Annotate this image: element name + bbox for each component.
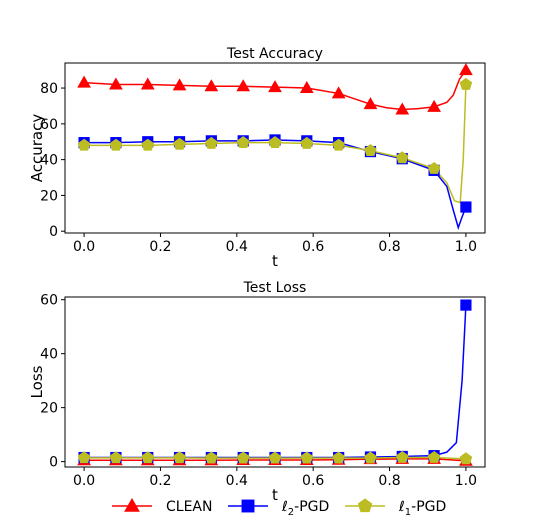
data-point-l1-pgd [77,451,91,464]
data-point-clean [236,79,251,92]
series-line-l2-pgd [84,305,467,459]
x-tick-label: 0.4 [226,239,248,255]
data-point-l1-pgd [236,136,250,148]
data-point-l1-pgd [459,452,473,465]
y-tick-label: 20 [40,401,58,417]
data-point-l1-pgd [109,451,123,464]
data-point-l1-pgd [332,138,345,151]
data-point-l1-pgd [300,136,314,149]
data-point-l1-pgd [109,138,123,151]
data-point-l1-pgd [395,450,409,463]
legend-marker [124,497,140,512]
data-point-l1-pgd [141,451,155,464]
series-line-l2-pgd [84,139,467,231]
data-point-l1-pgd [395,151,409,164]
y-tick-label: 40 [40,347,58,363]
series-group [84,69,467,231]
x-tick-label: 0.6 [302,239,324,255]
data-point-clean [109,77,123,90]
data-point-l2-pgd [460,299,472,311]
data-point-l1-pgd [141,138,155,151]
x-tick-label: 1.0 [455,239,477,255]
data-point-l1-pgd [236,451,250,464]
data-point-l1-pgd [459,77,473,90]
loss-chart: Test Loss 0.0 0.2 0.4 0.6 0.8 1.0 0 20 40 60 t Loss [28,280,486,504]
data-point-clean [172,78,187,91]
x-tick-label: 0.0 [73,473,95,489]
data-point-l1-pgd [364,144,377,157]
data-point-clean [395,102,410,115]
x-tick-label: 0.8 [378,473,400,489]
x-axis-label: t [272,252,278,270]
series-line-clean [84,69,467,111]
data-point-l1-pgd [427,161,441,174]
data-point-l2-pgd [460,201,472,213]
data-point-l1-pgd [268,451,282,464]
y-tick-label: 60 [40,293,58,309]
x-tick-label: 1.0 [455,473,477,489]
y-tick-label: 0 [49,224,58,240]
data-point-l1-pgd [332,451,345,464]
data-point-clean [331,86,346,99]
x-tick-label: 0.2 [149,239,171,255]
data-point-clean [77,75,91,88]
accuracy-chart: Test Accuracy 0.0 0.2 0.4 0.6 0.8 1.0 0 20 40 60 80… [28,46,486,270]
legend-marker [357,498,373,513]
legend-entry-clean: CLEAN [112,497,212,515]
data-point-clean [363,97,378,110]
data-point-clean [140,77,155,90]
y-tick-label: 0 [49,455,58,471]
legend-label: ℓ2-PGD [281,499,329,518]
y-tick-label: 80 [40,81,58,97]
data-point-clean [268,80,282,93]
y-axis-label: Accuracy [28,114,46,183]
series-group [84,305,467,462]
x-tick-label: 0.8 [378,239,400,255]
x-tick-label: 0.4 [226,473,248,489]
chart-title: Test Accuracy [226,46,323,62]
data-point-l1-pgd [173,451,186,464]
data-point-clean [299,81,314,94]
data-point-l1-pgd [427,450,441,463]
chart-title: Test Loss [243,280,307,296]
legend-entry-l1-pgd: ℓ1-PGD [345,498,446,518]
data-point-clean [459,63,473,76]
data-point-l1-pgd [205,451,218,464]
plot-frame [64,62,486,234]
data-point-l1-pgd [364,451,377,464]
legend-entry-l2-pgd: ℓ2-PGD [228,499,329,518]
x-tick-label: 0.0 [73,239,95,255]
data-point-clean [204,79,219,92]
data-point-l1-pgd [173,137,186,150]
legend-label: ℓ1-PGD [398,499,446,518]
y-tick-label: 40 [40,153,58,169]
y-axis-label: Loss [28,365,46,398]
x-axis-label: t [272,486,278,504]
plot-frame [64,296,486,468]
legend-label: CLEAN [166,499,212,515]
data-point-l1-pgd [300,451,314,464]
legend-marker [241,499,255,513]
data-point-l1-pgd [77,138,91,151]
data-point-clean [427,99,441,112]
y-tick-label: 60 [40,117,58,133]
y-tick-label: 20 [40,188,58,204]
legend: CLEAN ℓ2-PGD ℓ1-PGD [112,497,446,518]
data-point-l1-pgd [205,136,218,149]
data-point-l1-pgd [268,136,282,148]
x-tick-label: 0.6 [302,473,324,489]
x-tick-label: 0.2 [149,473,171,489]
